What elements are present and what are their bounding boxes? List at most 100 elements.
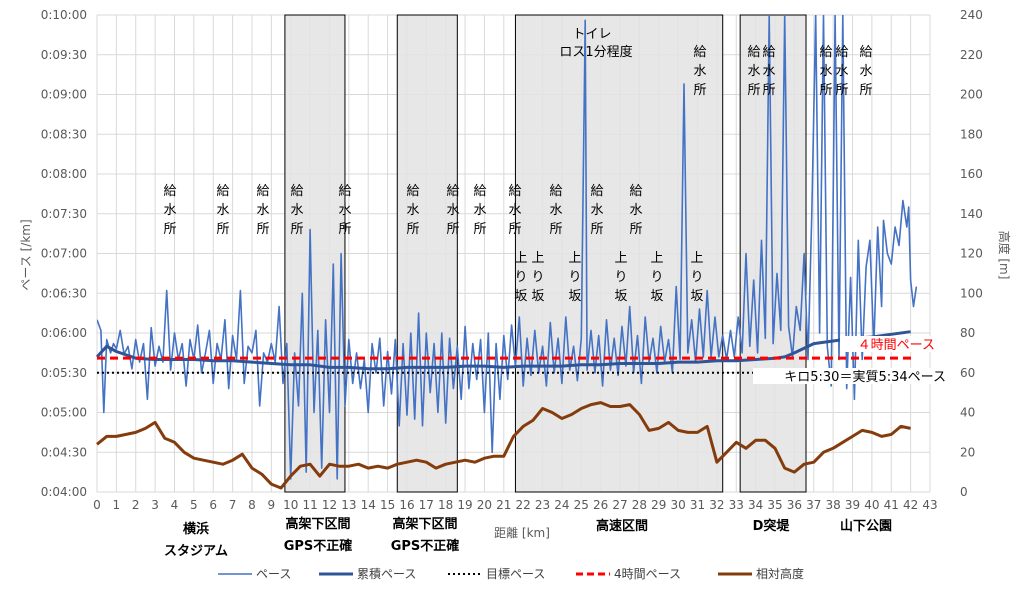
x-tick-label: 14 (361, 498, 376, 512)
vertical-annotation: 給水所 (590, 184, 603, 237)
zone-label: GPS不正確 (391, 538, 460, 554)
zone-label: GPS不正確 (284, 538, 353, 554)
x-tick-label: 17 (419, 498, 434, 512)
annotation-char: 水 (446, 203, 459, 218)
vertical-annotation: 給水所 (859, 45, 872, 98)
annotation-char: 給 (747, 45, 760, 60)
annotation-char: 給 (406, 184, 419, 199)
y-right-tick-label: 60 (960, 366, 975, 380)
target-label-bg (753, 368, 947, 384)
annotation-char: り (514, 270, 527, 285)
target-label: キロ5:30＝実質5:34ペース (784, 369, 946, 385)
x-tick-label: 35 (767, 498, 782, 512)
x-tick-label: 38 (825, 498, 840, 512)
annotation-char: 所 (163, 222, 176, 237)
x-tick-label: 9 (268, 498, 276, 512)
x-tick-label: 39 (845, 498, 860, 512)
y-left-tick-label: 0:04:00 (41, 485, 87, 499)
x-tick-label: 32 (709, 498, 724, 512)
y-right-tick-label: 240 (960, 8, 983, 22)
y-left-tick-label: 0:07:00 (41, 247, 87, 261)
x-tick-label: 19 (457, 498, 472, 512)
vertical-annotation: 上り坂 (531, 251, 544, 304)
x-tick-label: 26 (593, 498, 608, 512)
x-tick-label: 31 (690, 498, 705, 512)
annotation-char: 坂 (614, 289, 627, 304)
cumulative-pace-line (95, 330, 911, 371)
y-left-tick-label: 0:06:30 (41, 286, 87, 300)
annotation-char: 所 (338, 222, 351, 237)
vertical-annotation: 給水所 (446, 184, 459, 237)
annotation-char: 坂 (568, 289, 581, 304)
annotation-char: 所 (693, 83, 706, 98)
legend-label: 相対高度 (756, 566, 804, 581)
annotation-char: 給 (819, 45, 832, 60)
annotation-char: 水 (693, 64, 706, 79)
x-tick-label: 30 (671, 498, 686, 512)
y-right-tick-label: 100 (960, 286, 983, 300)
annotation-char: 上 (531, 251, 544, 266)
annotation-char: 水 (747, 64, 760, 79)
elevation-line (96, 401, 911, 490)
annotation-char: 給 (290, 184, 303, 199)
toilet-loss-annotation: ロス1分程度 (559, 44, 632, 60)
vertical-annotation: 給水所 (406, 184, 419, 237)
toilet-annotation: トイレ (572, 27, 611, 42)
annotation-char: 所 (473, 222, 486, 237)
annotation-char: 所 (549, 222, 562, 237)
annotation-char: 給 (859, 45, 872, 60)
x-tick-label: 1 (113, 498, 121, 512)
vertical-annotation: 給水所 (549, 184, 562, 237)
vertical-annotation: 給水所 (163, 184, 176, 237)
x-tick-label: 43 (922, 498, 937, 512)
zone-label: 高速区間 (596, 518, 648, 534)
annotation-char: 所 (508, 222, 521, 237)
annotation-char: 所 (762, 83, 775, 98)
vertical-annotation: 給水所 (693, 45, 706, 98)
x-axis-title: 距離 [km] (494, 526, 550, 540)
annotation-char: 給 (762, 45, 775, 60)
annotation-char: 所 (859, 83, 872, 98)
vertical-annotation: 給水所 (338, 184, 351, 237)
annotation-char: り (614, 270, 627, 285)
annotation-char: 水 (290, 203, 303, 218)
annotation-char: 水 (835, 64, 848, 79)
annotation-char: 給 (256, 184, 269, 199)
x-tick-label: 13 (341, 498, 356, 512)
y-right-tick-label: 180 (960, 127, 983, 141)
x-tick-label: 5 (190, 498, 198, 512)
annotation-char: 給 (216, 184, 229, 199)
zone-box (739, 14, 807, 493)
y-right-tick-label: 200 (960, 88, 983, 102)
zone-box (284, 14, 346, 493)
annotation-char: り (650, 270, 663, 285)
y-left-tick-label: 0:08:30 (41, 127, 87, 141)
four-hour-label-bg (840, 336, 932, 352)
annotation-char: 給 (590, 184, 603, 199)
x-tick-label: 21 (496, 498, 511, 512)
annotation-char: 水 (163, 203, 176, 218)
annotation-char: 所 (747, 83, 760, 98)
annotation-char: 上 (568, 251, 581, 266)
vertical-annotation: 給水所 (762, 45, 775, 98)
x-tick-label: 25 (574, 498, 589, 512)
annotation-char: 上 (614, 251, 627, 266)
annotation-char: 上 (650, 251, 663, 266)
y-left-tick-label: 0:09:30 (41, 48, 87, 62)
x-tick-label: 28 (632, 498, 647, 512)
annotation-char: 給 (835, 45, 848, 60)
annotation-char: 所 (256, 222, 269, 237)
annotation-char: 坂 (650, 289, 663, 304)
y-left-tick-label: 0:05:00 (41, 406, 87, 420)
x-tick-label: 2 (132, 498, 140, 512)
annotation-char: 坂 (690, 289, 703, 304)
x-tick-label: 29 (651, 498, 666, 512)
annotation-char: 水 (256, 203, 269, 218)
y-right-tick-label: 80 (960, 326, 975, 340)
annotation-char: 給 (508, 184, 521, 199)
annotation-char: 給 (629, 184, 642, 199)
annotation-char: 水 (216, 203, 229, 218)
axes: 0 1 2 3 4 5 6 7 8 9 10 11 12 13 14 15 16 17 18 19 20 21 22 23 24… (19, 8, 1012, 540)
annotation-char: 所 (819, 83, 832, 98)
vertical-annotation: 上り坂 (690, 251, 703, 304)
